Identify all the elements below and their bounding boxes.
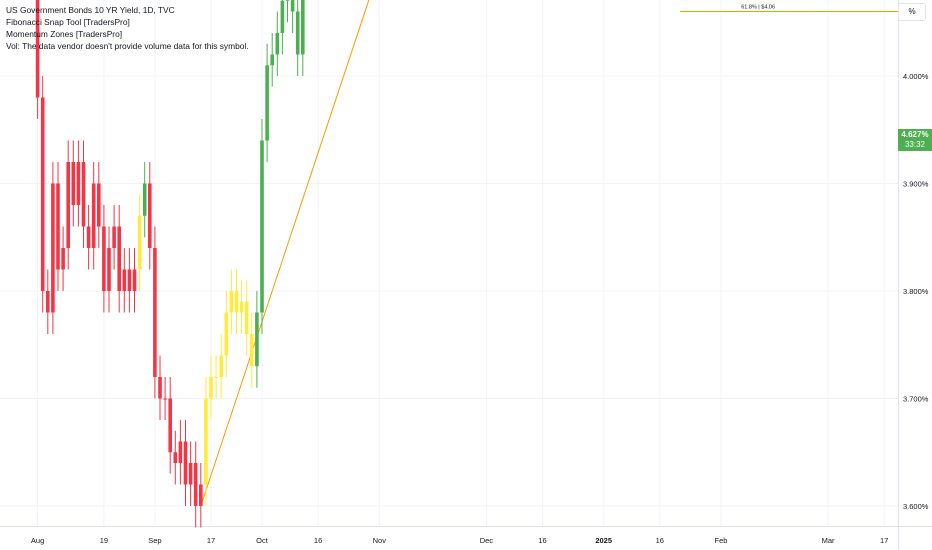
y-tick-label: 3.600% bbox=[903, 502, 929, 511]
candle-body bbox=[127, 269, 132, 291]
last-price-value: 4.627% bbox=[901, 130, 929, 139]
x-tick-label: Oct bbox=[256, 536, 269, 545]
candle-body bbox=[229, 291, 234, 313]
candle-body bbox=[199, 484, 203, 506]
bar-countdown: 33:32 bbox=[904, 140, 926, 149]
candle-body bbox=[214, 377, 218, 378]
candle-body bbox=[148, 183, 152, 248]
y-tick-label: 3.700% bbox=[903, 395, 929, 404]
candle-body bbox=[178, 441, 183, 463]
candle-body bbox=[40, 97, 45, 291]
candle-body bbox=[112, 226, 116, 248]
candle-body bbox=[219, 355, 223, 377]
candle-body bbox=[265, 65, 269, 141]
candle-body bbox=[250, 334, 254, 367]
x-tick-label: Feb bbox=[715, 536, 728, 545]
fib-trend-line bbox=[200, 0, 370, 507]
volume-note: Vol: The data vendor doesn't provide vol… bbox=[6, 41, 249, 51]
candle-body bbox=[173, 452, 178, 463]
y-tick-label: 4.000% bbox=[903, 72, 929, 81]
candle-body bbox=[280, 0, 285, 33]
last-price-tag: 4.627% 33:32 bbox=[898, 129, 932, 151]
candle-body bbox=[153, 248, 157, 377]
candle-body bbox=[158, 377, 162, 399]
x-tick-label: Dec bbox=[480, 536, 494, 545]
y-tick-label: 3.800% bbox=[903, 287, 929, 296]
candle-body bbox=[46, 291, 50, 313]
candle-body bbox=[51, 183, 55, 313]
x-tick-label: 17 bbox=[207, 536, 215, 545]
candle-body bbox=[61, 248, 65, 270]
x-tick-label: 17 bbox=[880, 536, 888, 545]
x-tick-label: Sep bbox=[148, 536, 161, 545]
x-tick-label: 16 bbox=[656, 536, 664, 545]
candle-body bbox=[97, 183, 101, 227]
candle-body bbox=[76, 162, 81, 205]
candle-body bbox=[142, 183, 147, 216]
candle-body bbox=[183, 441, 188, 485]
candle-body bbox=[163, 398, 167, 400]
candle-body bbox=[275, 33, 280, 55]
candle-body bbox=[270, 54, 274, 66]
x-tick-label: 2025 bbox=[595, 536, 612, 545]
candle-body bbox=[56, 183, 60, 270]
x-tick-label: Aug bbox=[31, 536, 44, 545]
candle-body bbox=[193, 463, 198, 506]
candle-body bbox=[86, 226, 91, 248]
candle-body bbox=[71, 162, 76, 205]
candle-body bbox=[35, 0, 40, 98]
candle-body bbox=[260, 140, 264, 313]
candle-body bbox=[239, 301, 244, 313]
chart-legend: US Government Bonds 10 YR Yield, 1D, TVC… bbox=[6, 4, 249, 52]
x-tick-label: 16 bbox=[538, 536, 546, 545]
candle-body bbox=[168, 398, 172, 453]
x-tick-label: 16 bbox=[314, 536, 322, 545]
x-tick-label: Nov bbox=[373, 536, 387, 545]
candle-body bbox=[132, 269, 137, 291]
candle-body bbox=[255, 312, 259, 367]
indicator-momentum-zones[interactable]: Momentum Zones [TradersPro] bbox=[6, 29, 123, 39]
candle-body bbox=[91, 183, 96, 248]
candle-body bbox=[209, 377, 213, 399]
x-tick-label: Mar bbox=[822, 536, 835, 545]
indicator-fibonacci-snap-tool[interactable]: Fibonacci Snap Tool [TradersPro] bbox=[6, 17, 130, 27]
candle-body bbox=[224, 312, 229, 356]
candle-body bbox=[122, 269, 127, 291]
candle-body bbox=[188, 463, 193, 485]
y-tick-label: 3.900% bbox=[903, 180, 929, 189]
candle-body bbox=[66, 162, 70, 248]
candle-body bbox=[285, 0, 290, 1]
candle-body bbox=[102, 226, 106, 291]
candle-body bbox=[117, 226, 121, 291]
x-tick-label: 19 bbox=[100, 536, 108, 545]
candle-body bbox=[107, 248, 111, 291]
axis-unit-button[interactable]: % bbox=[898, 3, 926, 21]
candle-body bbox=[295, 11, 300, 55]
candle-body bbox=[81, 162, 86, 227]
candle-body bbox=[244, 301, 249, 334]
candle-body bbox=[301, 0, 305, 55]
candle-body bbox=[290, 0, 295, 12]
candle-body bbox=[204, 398, 208, 485]
candle-body bbox=[137, 215, 142, 270]
chart-title[interactable]: US Government Bonds 10 YR Yield, 1D, TVC bbox=[6, 5, 175, 15]
fib-level-label: 61.8% | $4.06 bbox=[741, 5, 775, 11]
candle-body bbox=[234, 291, 239, 313]
